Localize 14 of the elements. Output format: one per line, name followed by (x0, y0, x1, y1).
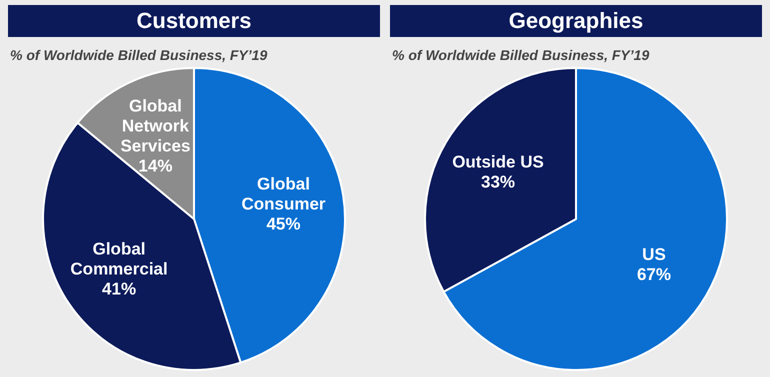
data-label: 45% (266, 214, 300, 234)
data-label: 41% (102, 280, 136, 299)
chart-title: Geographies (390, 5, 762, 37)
data-label: 67% (636, 264, 671, 284)
slice-label: Global Commercial (70, 240, 168, 279)
chart-subtitle: % of Worldwide Billed Business, FY’19 (392, 47, 650, 65)
slice-label: US (642, 244, 666, 264)
slice-label: Global Network Services (120, 96, 190, 156)
chart-subtitle: % of Worldwide Billed Business, FY’19 (10, 47, 268, 65)
chart-title: Customers (8, 5, 380, 37)
slice-label: Outside US (452, 152, 544, 172)
data-label: 14% (138, 156, 172, 176)
data-label: 33% (481, 172, 516, 192)
slice-label: Global Consumer (241, 174, 326, 214)
